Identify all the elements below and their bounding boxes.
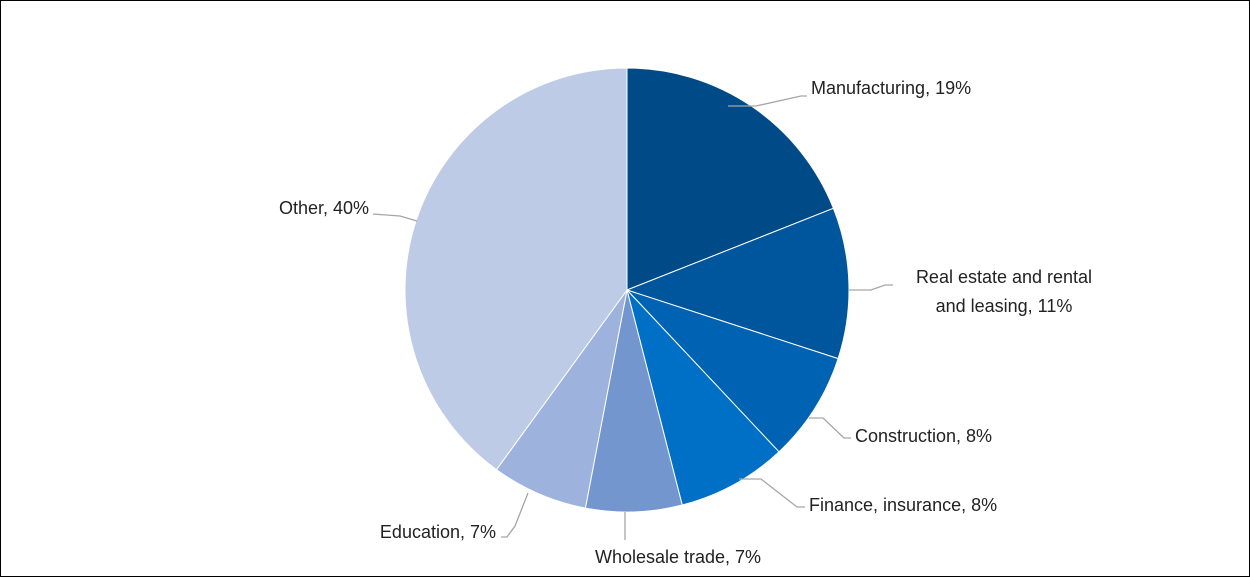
- pie-slice-finance-insurance: [626, 289, 780, 506]
- pie-slice-construction: [626, 289, 839, 453]
- pie-slice-real-estate-and-rental-and-leasing: [625, 207, 850, 360]
- data-label-education: Education, 7%: [380, 522, 496, 542]
- leader-line-construction: [809, 417, 851, 439]
- data-label-construction: Construction, 8%: [855, 426, 992, 446]
- data-labels: Manufacturing, 19% Real estate and rental…: [279, 78, 1092, 567]
- data-label-other: Other, 40%: [279, 198, 369, 218]
- data-label-manufacturing: Manufacturing, 19%: [811, 78, 971, 98]
- data-label-real-estate-and-rental-and-leasing: Real estate and rental and leasing, 11%: [916, 267, 1092, 316]
- leader-line-real-estate-and-rental-and-leasing: [849, 284, 893, 291]
- leader-line-other: [372, 213, 418, 222]
- data-label-wholesale-trade: Wholesale trade, 7%: [595, 547, 761, 567]
- leader-lines: [372, 95, 893, 540]
- leader-line-finance-insurance: [739, 478, 805, 508]
- pie-slices: [404, 67, 850, 513]
- data-label-finance-insurance: Finance, insurance, 8%: [809, 495, 997, 515]
- pie-slice-other: [404, 67, 628, 471]
- leader-line-manufacturing: [728, 95, 807, 107]
- leader-line-education: [501, 492, 529, 538]
